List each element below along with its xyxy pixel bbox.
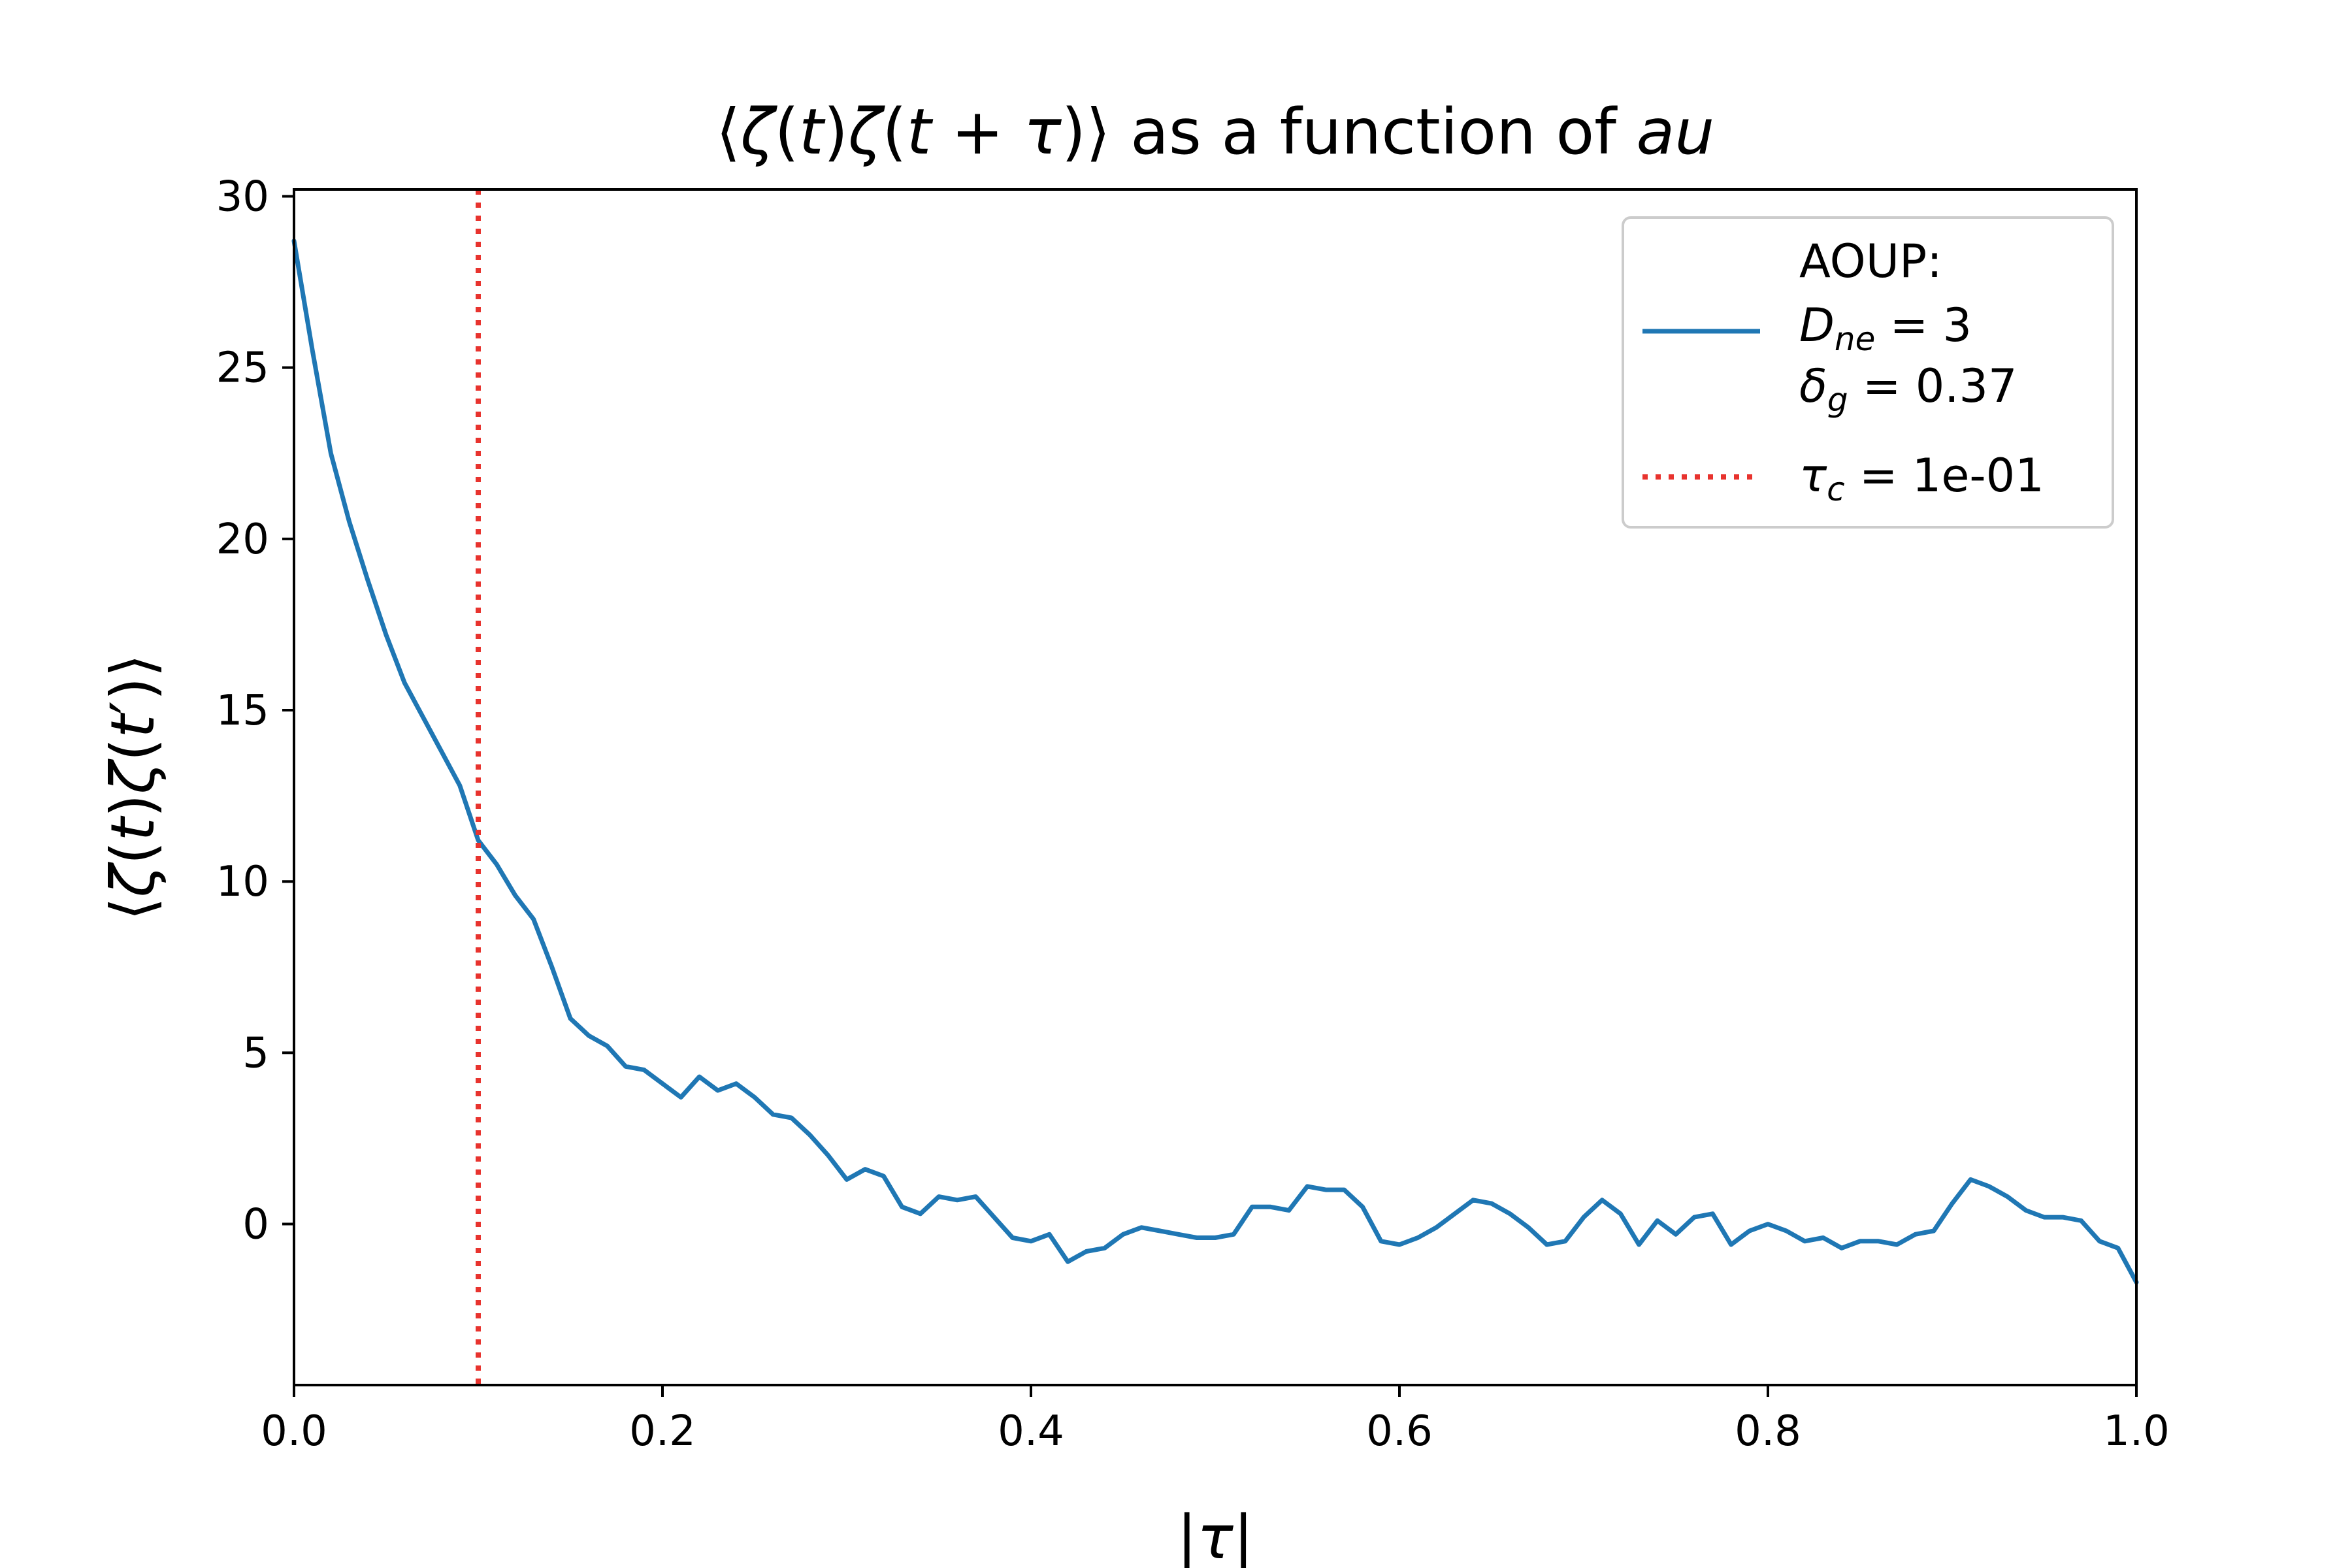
legend-tau-label: τc = 1e-01 (1799, 449, 2044, 508)
legend-aoup-line3: δg = 0.37 (1799, 359, 2017, 419)
series-layer (291, 238, 2139, 1285)
y-tick-label: 20 (216, 515, 269, 564)
x-tick-label: 0.4 (998, 1407, 1064, 1456)
x-tick-label: 0.2 (629, 1407, 696, 1456)
ticks-layer: 0.0 0.2 0.4 0.6 0.8 1.0 0 5 10 15 20 25 30 (216, 172, 2170, 1456)
legend-aoup-line1: AOUP: (1799, 235, 1942, 288)
x-tick-label: 0.6 (1366, 1407, 1433, 1456)
y-axis-label: ⟨ζ(t)ζ(t′)⟩ (98, 654, 168, 921)
axes-frame (293, 188, 2138, 1386)
y-tick-label: 5 (242, 1029, 269, 1077)
y-tick-label: 10 (216, 858, 269, 906)
series-line-aoup (291, 238, 2139, 1285)
y-tick-label: 30 (216, 172, 269, 221)
x-axis-label: |τ| (1177, 1503, 1253, 1568)
y-tick-label: 0 (242, 1201, 269, 1249)
x-tick-label: 0.8 (1735, 1407, 1801, 1456)
chart-title: ⟨ζ(t)ζ(t + τ)⟩ as a function of au (716, 95, 1714, 169)
x-tick-label: 1.0 (2103, 1407, 2170, 1456)
y-tick-label: 25 (216, 344, 269, 393)
legend-box (1622, 216, 2114, 529)
y-tick-label: 15 (216, 687, 269, 735)
legend: AOUP: Dne = 3 δg = 0.37 τc = 1e-01 (1622, 216, 2114, 529)
legend-aoup-line2: Dne = 3 (1799, 299, 1972, 358)
x-tick-label: 0.0 (261, 1407, 327, 1456)
